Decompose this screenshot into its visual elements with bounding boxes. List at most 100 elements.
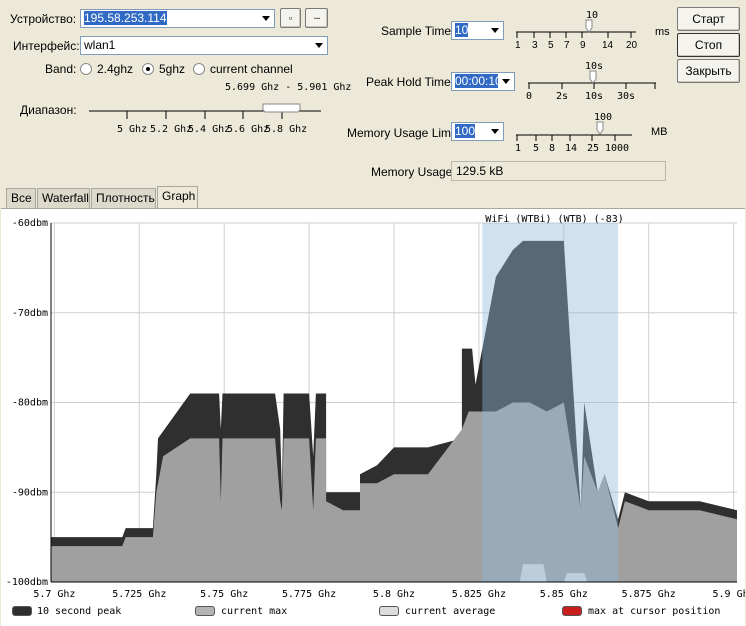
range-tick: 5.4 Ghz: [188, 124, 231, 135]
x-tick-label: 5.9 Ghz: [713, 589, 745, 600]
band-option-label: 5ghz: [159, 62, 186, 76]
sample-time-tick: 14: [602, 40, 614, 51]
range-label: Диапазон:: [20, 103, 77, 117]
device-value: 195.58.253.114: [84, 11, 167, 25]
peak-hold-tick: 2s: [556, 91, 569, 102]
range-tick: 5 Ghz: [117, 124, 148, 135]
tab-all[interactable]: Все: [6, 188, 36, 208]
device-select[interactable]: 195.58.253.114: [80, 9, 275, 28]
band-option-label: current channel: [210, 62, 293, 76]
interface-label: Интерфейс:: [13, 39, 80, 53]
tab-waterfall[interactable]: Waterfall: [37, 188, 90, 208]
legend-swatch-max: [195, 606, 215, 616]
x-tick-label: 5.725 Ghz: [112, 589, 166, 600]
interface-select[interactable]: wlan1: [80, 36, 328, 55]
sample-time-tick: 7: [564, 40, 570, 51]
legend-swatch-cursor: [562, 606, 582, 616]
chevron-down-icon[interactable]: [258, 11, 273, 26]
x-tick-label: 5.75 Ghz: [200, 589, 248, 600]
peak-hold-label: Peak Hold Time:: [366, 75, 455, 89]
mem-limit-tick: 1000: [605, 143, 630, 154]
chevron-down-icon[interactable]: [311, 38, 326, 53]
peak-hold-tick: 10s: [585, 91, 604, 102]
legend-label: current average: [405, 606, 496, 617]
range-tick: 5.8 Ghz: [265, 124, 308, 135]
legend-label: current max: [221, 606, 288, 617]
spectrum-chart[interactable]: WiFi (WTBi) (WTB) (-83) -60dbm -70dbm -80db…: [1, 209, 746, 626]
mem-limit-unit: MB: [651, 126, 668, 138]
device-more-button[interactable]: ...: [305, 8, 328, 28]
device-label: Устройство:: [10, 12, 77, 26]
band-label: Band:: [45, 62, 77, 76]
x-tick-label: 5.825 Ghz: [452, 589, 506, 600]
legend-label: max at cursor position: [588, 606, 721, 617]
mem-limit-tick: 5: [533, 143, 540, 154]
peak-hold-value: 00:00:10: [455, 74, 502, 88]
sample-time-tick: 9: [580, 40, 586, 51]
legend-swatch-peak: [12, 606, 32, 616]
x-tick-label: 5.775 Ghz: [282, 589, 336, 600]
sample-time-select[interactable]: 10: [451, 21, 504, 40]
mem-limit-tick: 1: [515, 143, 522, 154]
range-value: 5.699 Ghz - 5.901 Ghz: [225, 82, 352, 93]
peak-hold-slider-value: 10s: [585, 61, 604, 72]
mem-limit-label: Memory Usage Limit:: [347, 126, 461, 140]
mem-limit-handle[interactable]: [596, 121, 604, 135]
x-tick-label: 5.85 Ghz: [540, 589, 588, 600]
x-tick-label: 5.7 Ghz: [33, 589, 75, 600]
mem-limit-tick: 8: [549, 143, 556, 154]
sample-time-slider[interactable]: [512, 18, 642, 40]
mem-limit-slider-value: 100: [594, 112, 613, 123]
chevron-down-icon[interactable]: [498, 74, 513, 89]
max-series-area: [51, 402, 737, 582]
mem-usage-label: Memory Usage:: [371, 165, 456, 179]
peak-hold-tick: 0: [526, 91, 533, 102]
tab-density[interactable]: Плотность: [91, 188, 156, 208]
mem-limit-tick: 14: [565, 143, 578, 154]
y-tick-label: -100dbm: [6, 577, 48, 588]
chevron-down-icon[interactable]: [487, 23, 502, 38]
close-button[interactable]: Закрыть: [677, 59, 740, 83]
sample-time-tick: 5: [548, 40, 554, 51]
mem-limit-select[interactable]: 100: [451, 122, 504, 141]
range-handle[interactable]: [262, 103, 301, 113]
peak-hold-handle[interactable]: [589, 70, 597, 84]
chevron-down-icon[interactable]: [487, 124, 502, 139]
mem-limit-value: 100: [455, 124, 476, 138]
mem-limit-tick: 25: [587, 143, 600, 154]
peak-hold-select[interactable]: 00:00:10: [451, 72, 515, 91]
legend-label: 10 second peak: [37, 606, 122, 617]
peak-hold-tick: 30s: [617, 91, 636, 102]
wifi-highlight-label: WiFi (WTBi) (WTB) (-83): [485, 214, 623, 225]
sample-time-label: Sample Time:: [381, 24, 455, 38]
range-slider[interactable]: [85, 92, 330, 134]
wifi-highlight-band: [482, 223, 619, 582]
sample-time-tick: 1: [515, 40, 521, 51]
mem-limit-slider[interactable]: [512, 118, 637, 142]
band-radio-2-4ghz[interactable]: [80, 63, 92, 75]
band-radio-current-channel[interactable]: [193, 63, 205, 75]
sample-time-handle[interactable]: [585, 19, 593, 33]
sample-time-slider-value: 10: [586, 10, 599, 21]
tab-graph[interactable]: Graph: [157, 186, 198, 209]
peak-hold-slider[interactable]: [524, 68, 660, 90]
sample-time-value: 10: [455, 23, 469, 37]
mem-usage-value: 129.5 kB: [451, 161, 666, 181]
y-tick-label: -70dbm: [12, 308, 48, 319]
sample-time-unit: ms: [655, 26, 670, 38]
range-tick: 5.2 Ghz: [150, 124, 193, 135]
y-tick-label: -60dbm: [12, 218, 48, 229]
average-series-area: [519, 564, 588, 582]
y-tick-label: -80dbm: [12, 398, 48, 409]
y-tick-label: -90dbm: [12, 487, 48, 498]
graph-panel: WiFi (WTBi) (WTB) (-83) -60dbm -70dbm -80db…: [1, 208, 746, 626]
start-button[interactable]: Старт: [677, 7, 740, 31]
band-radio-5ghz[interactable]: [142, 63, 154, 75]
legend-swatch-average: [379, 606, 399, 616]
stop-button[interactable]: Стоп: [677, 33, 740, 57]
x-tick-label: 5.8 Ghz: [373, 589, 415, 600]
range-tick: 5.6 Ghz: [227, 124, 270, 135]
interface-value: wlan1: [84, 38, 116, 52]
device-browse-button[interactable]: ▫: [280, 8, 301, 28]
